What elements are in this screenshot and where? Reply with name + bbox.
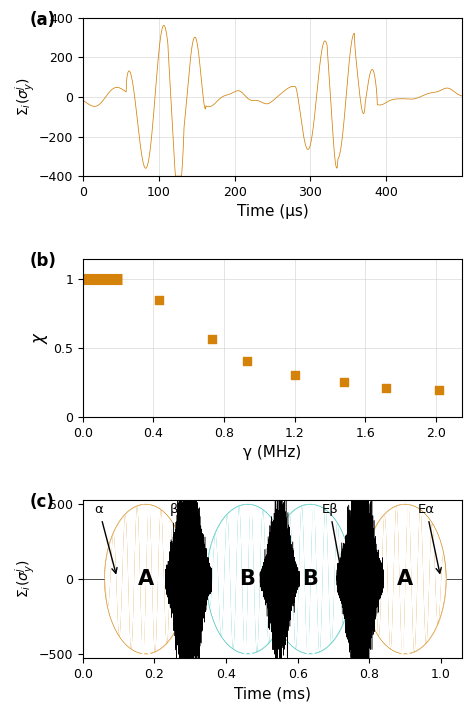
Text: β: β: [170, 503, 189, 573]
Y-axis label: $\Sigma_i(\sigma^j_y)$: $\Sigma_i(\sigma^j_y)$: [14, 77, 37, 116]
Text: Eα: Eα: [418, 503, 441, 573]
Point: [383, 382, 390, 394]
Text: (c): (c): [30, 494, 55, 511]
Text: B: B: [302, 569, 318, 589]
Text: (a): (a): [30, 11, 56, 30]
Point: [155, 294, 163, 306]
Text: A: A: [137, 569, 154, 589]
Text: α: α: [95, 503, 117, 573]
Point: [291, 370, 299, 381]
Point: [436, 384, 443, 396]
Y-axis label: $\chi$: $\chi$: [32, 332, 50, 344]
Text: Eβ: Eβ: [321, 503, 343, 573]
Point: [243, 355, 251, 366]
Point: [208, 334, 216, 345]
X-axis label: γ (MHz): γ (MHz): [244, 446, 301, 460]
Text: B: B: [239, 569, 255, 589]
Y-axis label: $\Sigma_i(\sigma^j_y)$: $\Sigma_i(\sigma^j_y)$: [14, 560, 37, 598]
X-axis label: Time (ms): Time (ms): [234, 686, 311, 701]
Text: (b): (b): [30, 252, 57, 270]
Point: [340, 377, 348, 388]
X-axis label: Time (μs): Time (μs): [237, 204, 309, 220]
Text: A: A: [397, 569, 413, 589]
